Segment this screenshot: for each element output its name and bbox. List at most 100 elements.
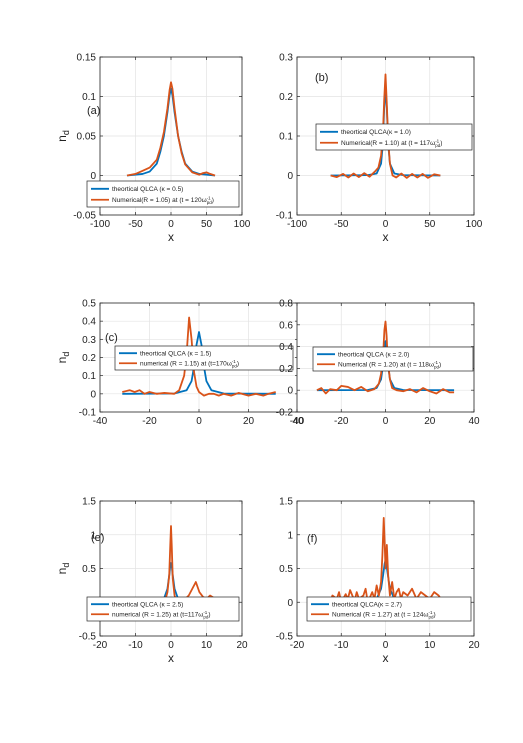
legend-entry-sup: -1 [434,360,438,365]
chart-panel-2: -100 -50 0 50 100 -0.1 0 0.1 0.2 0.3 x (b) theortica… [276,53,483,245]
legend-entry: theortical QLCA(κ = 2.7) [332,602,402,609]
legend-box [306,596,472,622]
panel-label: (a) [87,105,100,117]
y-tick-label: 1.5 [82,497,96,508]
legend-entry-sub: pd [232,364,238,369]
legend-entry-sub: pd [203,615,209,620]
legend: theortical QLCA (κ = 2.5)numerical (R = … [86,596,240,622]
legend-entry: Numerical (R = 1.27) at (t = 124ω-1 pd) [332,610,436,620]
x-axis-label: x [383,230,389,244]
x-tick-label: 20 [424,416,436,427]
x-tick-label: 40 [292,416,304,427]
series-line-theory [316,340,455,392]
x-axis-label: x [383,651,389,665]
legend-entry-main: Numerical (R = 1.27) at (t = 124ω [332,612,428,619]
x-tick-label: -40 [93,416,108,427]
y-axis-label: nd [55,563,71,575]
legend-entry: Numerical(R = 1.10) at (t = 117ω-1 pd) [341,139,442,149]
legend-box [315,123,473,151]
x-tick-label: -20 [93,640,108,651]
legend-entry-main: numerical (R = 1.25) at (t=117ω [112,612,203,619]
x-tick-label: 20 [236,640,248,651]
y-tick-label: -0.5 [276,632,294,643]
legend-entry-sup: -1 [435,139,439,144]
y-axis-label-sub: d [61,563,71,568]
x-tick-label: 50 [424,219,436,230]
x-tick-label: -50 [334,219,349,230]
legend-box [86,180,240,208]
y-tick-label: 1 [90,530,96,541]
legend: theortical QLCA(κ = 2.7)Numerical (R = 1… [306,596,472,622]
y-tick-label: 0.2 [279,364,293,375]
y-axis-label-sub: d [61,352,71,357]
y-tick-label: 0.5 [82,299,96,310]
chart-panel-1: -100 -50 0 50 100 -0.05 0 0.05 0.1 0.15 x nd (a) theo… [55,53,251,245]
y-tick-label: 0.4 [82,317,96,328]
y-tick-label: 0 [90,389,96,400]
legend-entry-main: numerical (R = 1.15) at (t=170ω [140,361,232,368]
y-axis-label-main: n [55,135,69,142]
legend-entry-main: Numerical(R = 1.05) at (t = 120ω [112,197,207,204]
y-tick-label: 0.3 [82,335,96,346]
legend-entry-main: Numerical (R = 1.20) at (t = 118ω [338,362,434,369]
legend-entry-sub: pd [429,615,435,620]
x-tick-label: 0 [383,219,389,230]
x-axis-label: x [168,651,174,665]
y-tick-label: 0 [287,598,293,609]
legend-entry: Numerical (R = 1.20) at (t = 118ω-1 pd) [338,360,441,370]
x-tick-label: -100 [287,219,307,230]
legend-entry-sup: -1 [428,610,432,615]
y-tick-label: 0.5 [82,564,96,575]
y-axis-label: nd [55,130,71,142]
y-tick-label: 0.4 [279,342,293,353]
chart-panel-4: -40-2002040-0.200.20.40.60.8(d)theortica… [276,299,480,428]
legend-entry-sub: pd [434,365,440,370]
y-tick-label: 0 [90,171,96,182]
x-tick-label: 0 [383,640,389,651]
y-tick-label: 1.5 [279,497,293,508]
y-tick-label: 0.15 [77,53,97,64]
legend: theortical QLCA (κ = 1.5)numerical (R = … [114,345,294,371]
x-tick-label: 0 [168,640,174,651]
x-tick-label: -50 [128,219,143,230]
x-tick-label: -20 [290,640,305,651]
x-tick-label: -10 [334,640,349,651]
x-tick-label: 20 [468,640,480,651]
series-line-theory [122,331,276,395]
x-tick-label: -20 [334,416,349,427]
legend-entry: numerical (R = 1.25) at (t=117ω-1 pd) [112,610,211,620]
y-tick-label: 0 [287,171,293,182]
y-tick-label: 0.1 [279,132,293,143]
y-tick-label: 0.8 [279,299,293,310]
y-tick-label: 0.2 [279,92,293,103]
y-axis-label-main: n [55,357,69,364]
x-tick-label: 50 [201,219,213,230]
legend-entry-tail: ) [237,361,239,368]
y-tick-label: -0.1 [79,408,97,419]
y-tick-label: 0.3 [279,53,293,64]
legend-entry: theortical QLCA(κ = 1.0) [341,129,411,136]
legend-entry-sup: -1 [232,359,236,364]
x-tick-label: 0 [383,416,389,427]
panel-label: (e) [91,532,104,544]
legend-entry-tail: ) [208,612,210,619]
y-tick-label: -0.2 [276,408,294,419]
x-tick-label: 10 [424,640,436,651]
x-tick-label: -40 [290,416,305,427]
x-tick-label: 100 [466,219,483,230]
x-tick-label: 40 [468,416,480,427]
legend-entry: numerical (R = 1.15) at (t=170ω-1 pd) [140,359,239,369]
y-tick-label: 0.6 [279,320,293,331]
y-tick-label: -0.5 [79,632,97,643]
y-axis-label-main: n [55,568,69,575]
y-tick-label: -0.1 [276,211,294,222]
chart-panel-5: -20-1001020-0.500.511.5xnd(e)theortical … [55,497,248,666]
series-line-numerical [316,320,455,395]
legend: theortical QLCA (κ = 2.0)Numerical (R = … [312,346,474,372]
x-tick-label: -20 [142,416,157,427]
y-tick-label: 0.2 [82,353,96,364]
x-tick-label: 10 [201,640,213,651]
panel-label: (f) [307,533,317,545]
x-tick-label: 100 [234,219,251,230]
